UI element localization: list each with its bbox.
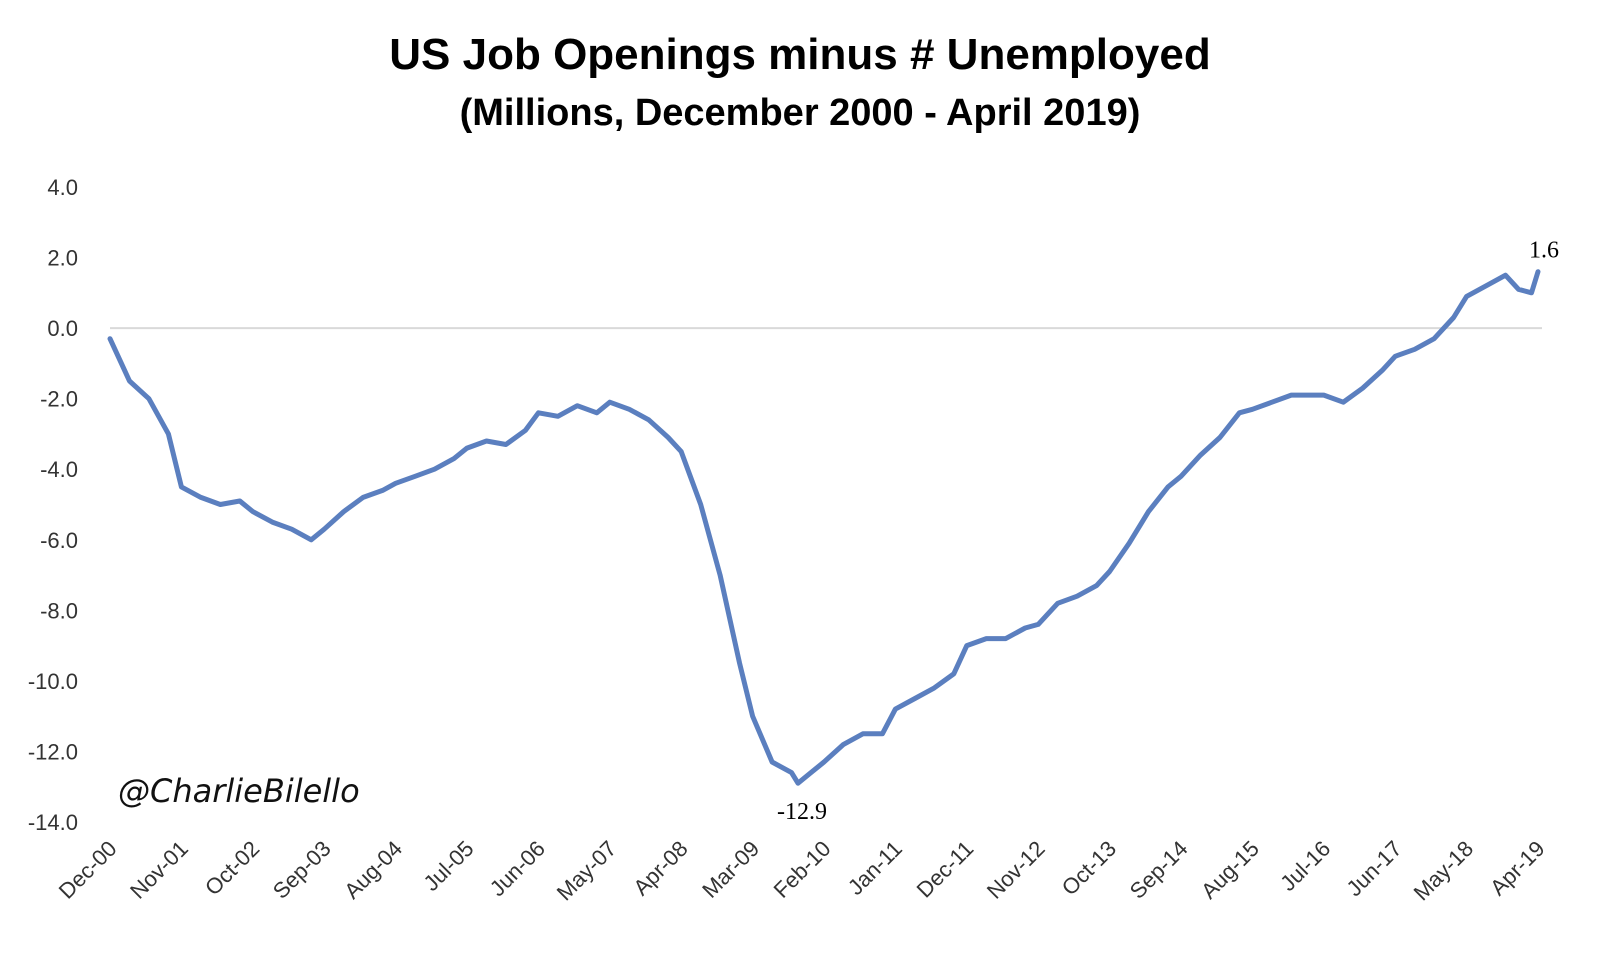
y-tick-label: 4.0	[47, 175, 78, 200]
y-tick-label: -2.0	[40, 387, 78, 412]
x-tick-label: Nov-12	[982, 836, 1050, 904]
y-tick-label: -14.0	[28, 810, 78, 835]
x-tick-label: May-18	[1409, 836, 1479, 906]
x-tick-label: Jul-16	[1275, 836, 1335, 896]
x-tick-label: May-07	[552, 836, 622, 906]
x-tick-label: Jul-05	[418, 836, 478, 896]
x-tick-label: Jan-11	[843, 836, 907, 900]
x-tick-label: Feb-10	[769, 836, 836, 903]
x-tick-label: Dec-00	[54, 836, 122, 904]
x-tick-label: Jun-17	[1341, 836, 1406, 901]
x-tick-label: Aug-04	[339, 836, 407, 904]
y-tick-label: -4.0	[40, 457, 78, 482]
x-tick-label: Mar-09	[697, 836, 764, 903]
x-axis-tick-labels: Dec-00 Nov-01 Oct-02 Sep-03 Aug-04 Jul-05 Jun-…	[54, 836, 1550, 906]
y-tick-label: -10.0	[28, 669, 78, 694]
data-label: 1.6	[1529, 238, 1559, 264]
y-tick-label: -12.0	[28, 739, 78, 764]
y-axis-tick-labels: 4.0 2.0 0.0 -2.0 -4.0 -6.0 -8.0 -10.0 -12.0 -14.0	[28, 175, 78, 835]
x-tick-label: Jun-06	[485, 836, 550, 901]
chart-subtitle: (Millions, December 2000 - April 2019)	[459, 92, 1141, 134]
x-tick-label: Nov-01	[125, 836, 193, 904]
x-tick-label: Aug-15	[1196, 836, 1264, 904]
x-tick-label: Oct-02	[200, 836, 264, 900]
x-tick-label: Oct-13	[1057, 836, 1121, 900]
series-line	[107, 269, 1541, 786]
x-tick-label: Dec-11	[912, 836, 979, 903]
y-tick-label: -6.0	[40, 528, 78, 553]
chart-title: US Job Openings minus # Unemployed	[389, 30, 1211, 79]
x-tick-label: Apr-19	[1485, 836, 1549, 900]
x-tick-label: Sep-14	[1125, 836, 1193, 904]
data-label: -12.9	[777, 799, 827, 825]
y-tick-label: -8.0	[40, 598, 78, 623]
y-tick-label: 2.0	[47, 246, 78, 271]
y-tick-label: 0.0	[47, 316, 78, 341]
data-labels: 1.6 -12.9	[777, 238, 1559, 826]
x-tick-label: Sep-03	[268, 836, 336, 904]
x-tick-label: Apr-08	[628, 836, 692, 900]
watermark-text: @CharlieBilello	[118, 772, 360, 810]
